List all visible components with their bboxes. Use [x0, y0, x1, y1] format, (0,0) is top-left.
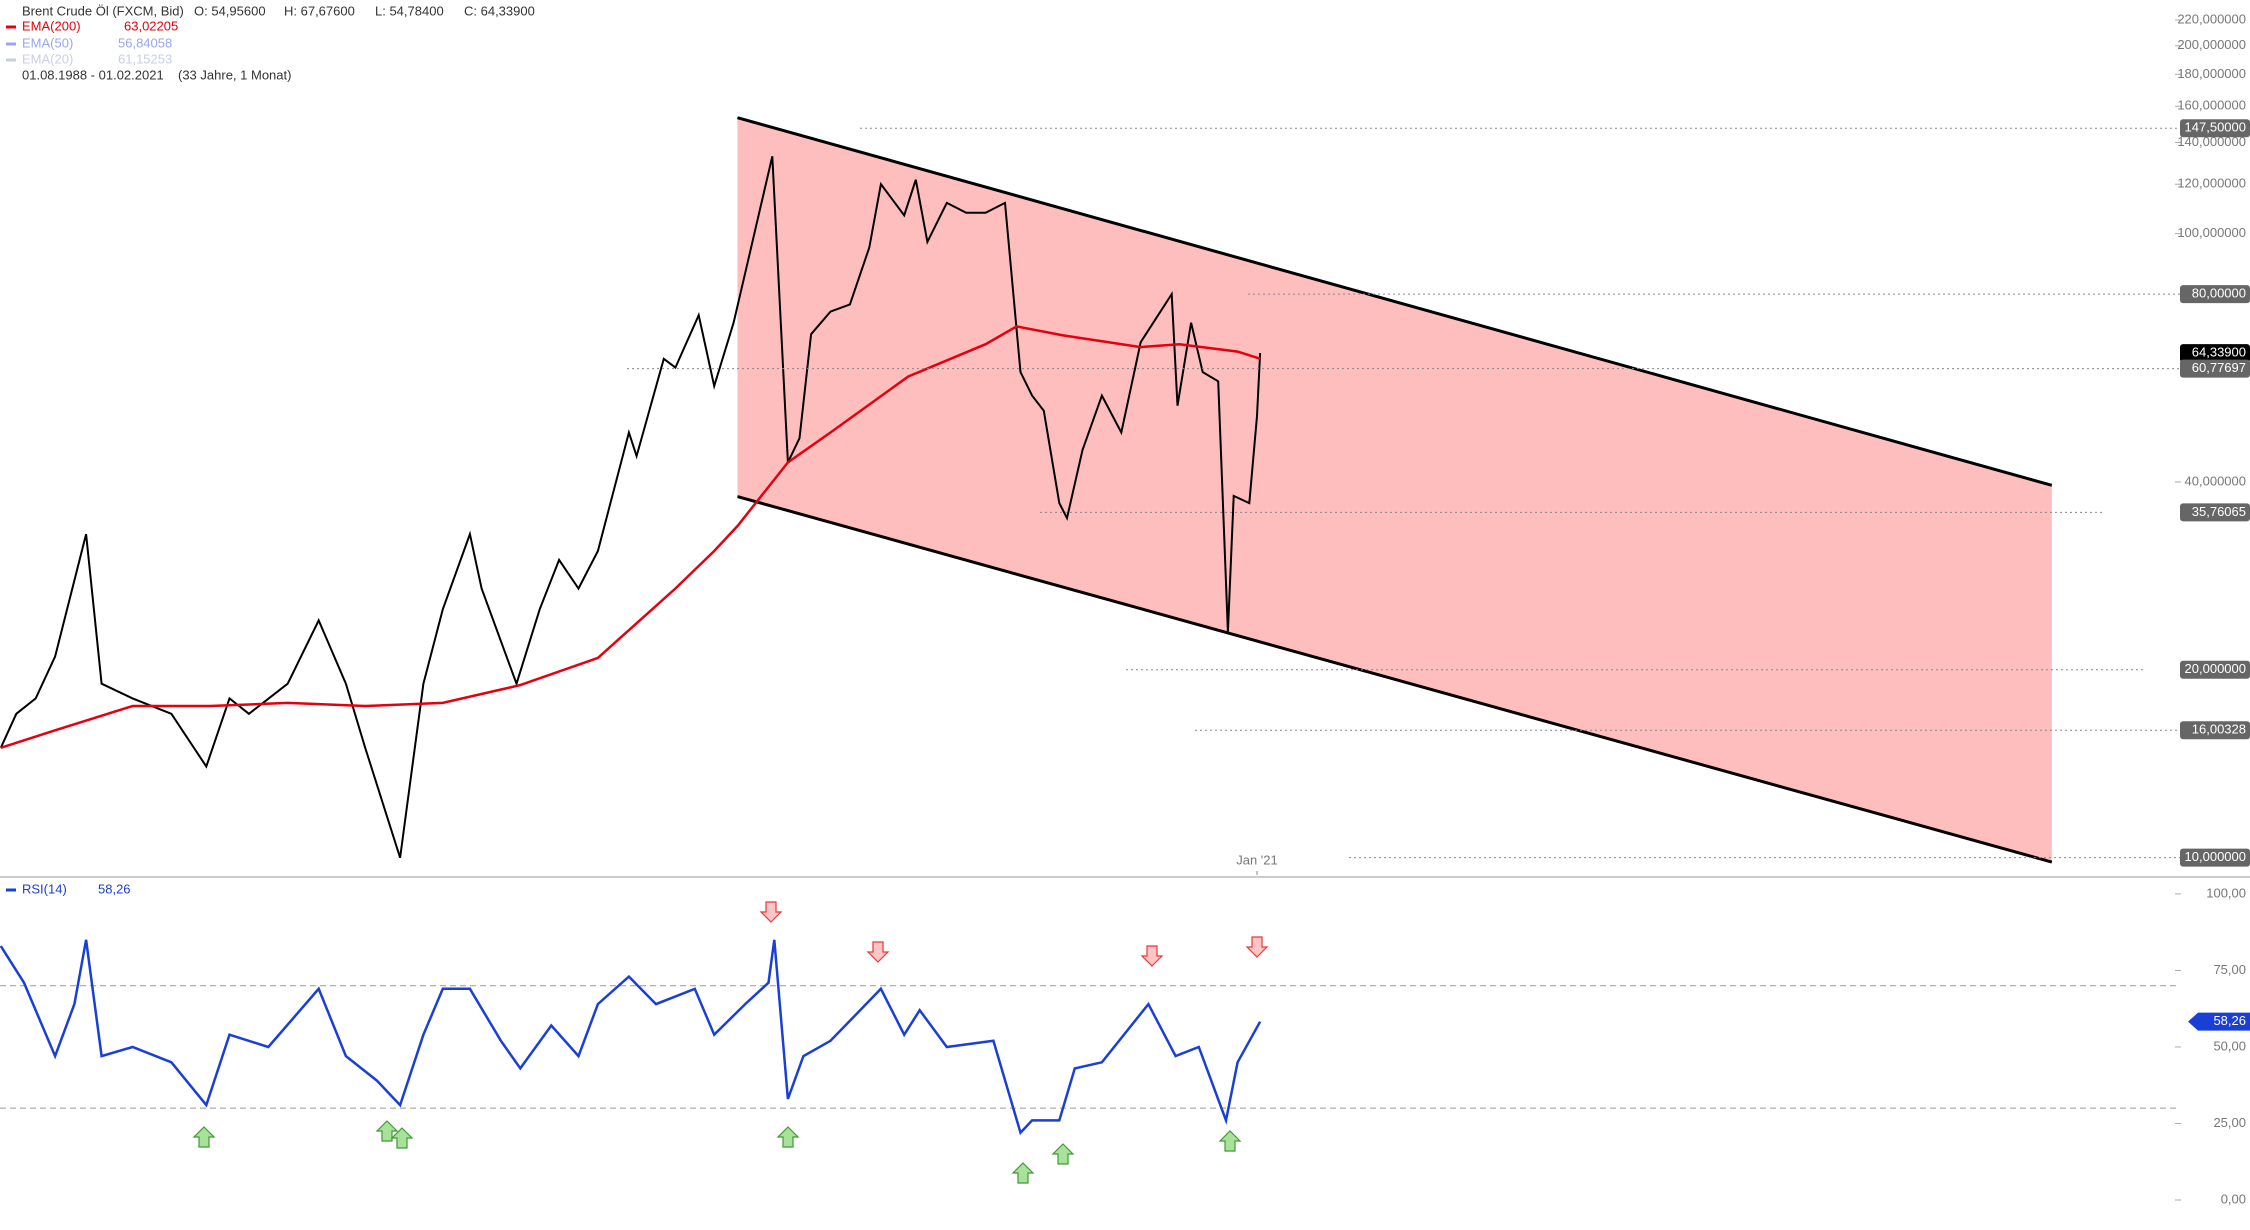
- legend-value: 58,26: [98, 881, 131, 896]
- legend-value: 61,15253: [118, 51, 172, 66]
- y-tick-label: 100,000000: [2177, 225, 2246, 240]
- legend-swatch: [6, 42, 16, 46]
- level-tag-label: 64,33900: [2192, 345, 2246, 360]
- legend-label: EMA(200): [22, 18, 81, 33]
- y-tick-label: 200,000000: [2177, 37, 2246, 52]
- series-line: [0, 325, 1261, 749]
- channel-edge: [737, 116, 2053, 487]
- y-tick-label: 160,000000: [2177, 98, 2246, 113]
- y-tick-label: 100,00: [2206, 885, 2246, 900]
- value-tag: [2188, 1012, 2250, 1031]
- ohlc: O: 54,95600: [194, 3, 266, 18]
- level-tag-label: 147,50000: [2185, 120, 2246, 135]
- y-tick-label: 40,000000: [2185, 473, 2246, 488]
- channel: [737, 117, 2052, 863]
- level-tag: [2180, 285, 2250, 304]
- legend-label: RSI(14): [22, 881, 67, 896]
- buy-arrow: [776, 1126, 800, 1148]
- level-tag: [2180, 721, 2250, 740]
- legend-label: EMA(50): [22, 35, 73, 50]
- level-tag-label: 10,000000: [2185, 849, 2246, 864]
- level-tag: [2180, 344, 2250, 363]
- series-line: [0, 939, 1262, 1136]
- y-tick-label: 140,000000: [2177, 134, 2246, 149]
- sell-arrow: [1140, 945, 1164, 967]
- legend-value: 63,02205: [124, 18, 178, 33]
- ohlc: H: 67,67600: [284, 3, 355, 18]
- ohlc: C: 64,33900: [464, 3, 535, 18]
- level-tag: [2180, 848, 2250, 867]
- y-tick-label: 75,00: [2213, 962, 2246, 977]
- level-tag: [2180, 503, 2250, 522]
- series-line: [0, 156, 1262, 859]
- legend-swatch: [6, 25, 16, 29]
- y-tick-label: 220,000000: [2177, 11, 2246, 26]
- date-range-note: (33 Jahre, 1 Monat): [178, 67, 291, 82]
- level-tag-label: 20,000000: [2185, 661, 2246, 676]
- buy-arrow: [375, 1120, 399, 1142]
- legend-value: 56,84058: [118, 35, 172, 50]
- level-tag: [2180, 119, 2250, 138]
- buy-arrow: [192, 1126, 216, 1148]
- value-tag-label: 58,26: [2213, 1013, 2246, 1028]
- level-tag-label: 60,77697: [2192, 360, 2246, 375]
- y-tick-label: 25,00: [2213, 1115, 2246, 1130]
- level-tag: [2180, 359, 2250, 378]
- buy-arrow: [390, 1127, 414, 1149]
- ohlc: L: 54,78400: [375, 3, 444, 18]
- y-tick-label: 120,000000: [2177, 176, 2246, 191]
- channel-edge: [737, 495, 2053, 864]
- buy-arrow: [1218, 1130, 1242, 1152]
- y-tick-label: 50,00: [2213, 1038, 2246, 1053]
- buy-arrow: [1011, 1162, 1035, 1184]
- sell-arrow: [866, 941, 890, 963]
- legend-swatch: [6, 888, 16, 892]
- y-tick-label: 180,000000: [2177, 66, 2246, 81]
- sell-arrow: [759, 901, 783, 923]
- level-tag-label: 80,00000: [2192, 286, 2246, 301]
- date-range: 01.08.1988 - 01.02.2021: [22, 67, 164, 82]
- legend-label: EMA(20): [22, 51, 73, 66]
- level-tag-label: 35,76065: [2192, 504, 2246, 519]
- level-tag: [2180, 660, 2250, 679]
- legend-swatch: [6, 58, 16, 62]
- sell-arrow: [1245, 936, 1269, 958]
- chart-title: Brent Crude Öl (FXCM, Bid): [22, 3, 184, 18]
- y-tick-label: 0,00: [2221, 1191, 2246, 1206]
- level-tag-label: 16,00328: [2192, 722, 2246, 737]
- x-tick-label: Jan '21: [1236, 852, 1278, 867]
- buy-arrow: [1051, 1143, 1075, 1165]
